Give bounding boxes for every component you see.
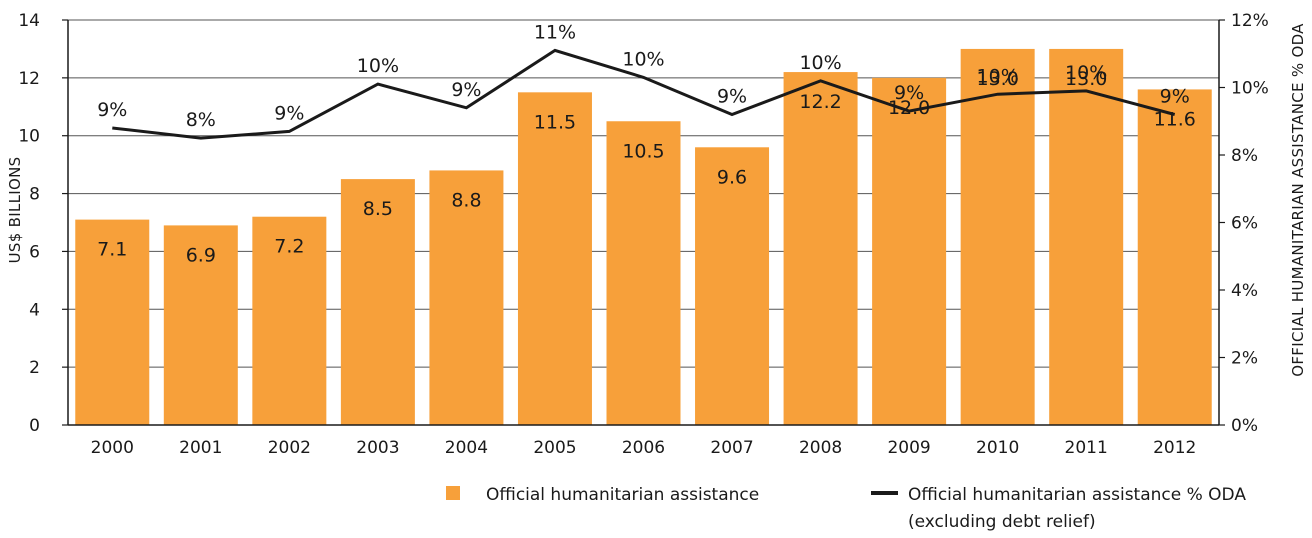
x-tick-label-2003: 2003 bbox=[356, 438, 399, 458]
x-tick-label-2001: 2001 bbox=[179, 438, 222, 458]
y-tick-label-6: 6 bbox=[29, 242, 40, 262]
x-tick-label-2005: 2005 bbox=[533, 438, 576, 458]
bar-label-2007: 9.6 bbox=[717, 166, 747, 188]
line-label-2011: 10% bbox=[1065, 62, 1107, 84]
bar-label-2009: 12.0 bbox=[888, 97, 930, 119]
x-tick-label-2009: 2009 bbox=[887, 438, 930, 458]
line-label-2003: 10% bbox=[357, 55, 399, 77]
y2-tick-label-10%: 10% bbox=[1231, 79, 1269, 99]
y-tick-label-8: 8 bbox=[29, 185, 40, 205]
line-path bbox=[112, 48, 1176, 140]
y2-tick-label-0%: 0% bbox=[1231, 416, 1258, 436]
bar-label-2000: 7.1 bbox=[97, 239, 127, 261]
axes bbox=[62, 19, 1225, 426]
line-label-2004: 9% bbox=[451, 79, 481, 101]
line-series bbox=[112, 48, 1176, 140]
bar-2010 bbox=[960, 48, 1035, 426]
bar-2000 bbox=[75, 219, 150, 425]
line-label-2000: 9% bbox=[97, 99, 127, 121]
y-tick-label-4: 4 bbox=[29, 300, 40, 320]
x-tick-label-2004: 2004 bbox=[445, 438, 488, 458]
line-label-2009: 9% bbox=[894, 82, 924, 104]
bars bbox=[75, 48, 1212, 426]
y-tick-label-12: 12 bbox=[18, 69, 40, 89]
line-label-2007: 9% bbox=[717, 86, 747, 108]
line-label-2006: 10% bbox=[622, 48, 664, 70]
bar-label-2001: 6.9 bbox=[186, 244, 216, 266]
bar-2008 bbox=[783, 72, 858, 426]
x-tick-label-2012: 2012 bbox=[1153, 438, 1196, 458]
bar-label-2012: 11.6 bbox=[1154, 108, 1196, 130]
line-label-2002: 9% bbox=[274, 102, 304, 124]
bar-2004 bbox=[429, 170, 504, 425]
x-tick-label-2010: 2010 bbox=[976, 438, 1019, 458]
y-tick-label-14: 14 bbox=[18, 11, 40, 31]
bar-label-2002: 7.2 bbox=[274, 236, 304, 258]
y2-tick-labels: 0% 2% 4% 6% 8% 10% 12% bbox=[1231, 11, 1269, 436]
y-tick-label-0: 0 bbox=[29, 416, 40, 436]
line-label-2005: 11% bbox=[534, 21, 576, 43]
y-tick-label-2: 2 bbox=[29, 358, 40, 378]
line-label-2001: 8% bbox=[186, 109, 216, 131]
bar-2003 bbox=[340, 179, 415, 425]
bar-2011 bbox=[1049, 48, 1124, 426]
line-label-2008: 10% bbox=[799, 52, 841, 74]
x-tick-label-2000: 2000 bbox=[91, 438, 134, 458]
x-tick-label-2008: 2008 bbox=[799, 438, 842, 458]
bar-2006 bbox=[606, 121, 681, 425]
bar-label-2010: 13.0 bbox=[976, 68, 1018, 90]
bar-label-2006: 10.5 bbox=[622, 140, 664, 162]
bar-label-2004: 8.8 bbox=[451, 189, 481, 211]
y-tick-labels: 0 2 4 6 8 10 12 14 bbox=[18, 11, 40, 436]
y2-tick-label-8%: 8% bbox=[1231, 146, 1258, 166]
bar-2005 bbox=[517, 92, 592, 426]
line-labels: 9% 8% 9% 10% 9% 11% 10% 9% 10% 9% 10% 10% 9% bbox=[97, 21, 1190, 131]
bar-label-2005: 11.5 bbox=[534, 111, 576, 133]
x-tick-labels: 2000 2001 2002 2003 2004 2005 2006 2007 2008 2009… bbox=[91, 438, 1197, 458]
y-tick-label-10: 10 bbox=[18, 127, 40, 147]
bar-2012 bbox=[1137, 89, 1212, 425]
bar-label-2011: 13.0 bbox=[1065, 68, 1107, 90]
y2-tick-label-6%: 6% bbox=[1231, 214, 1258, 234]
x-tick-label-2002: 2002 bbox=[268, 438, 311, 458]
bar-2009 bbox=[872, 77, 947, 425]
bar-labels: 7.1 6.9 7.2 8.5 8.8 11.5 10.5 9.6 12.2 12.0 13.0 13… bbox=[97, 68, 1196, 266]
x-tick-label-2007: 2007 bbox=[710, 438, 753, 458]
x-tick-label-2011: 2011 bbox=[1065, 438, 1108, 458]
bar-2002 bbox=[252, 216, 327, 425]
y2-tick-label-12%: 12% bbox=[1231, 11, 1269, 31]
bar-label-2003: 8.5 bbox=[363, 198, 393, 220]
bar-2007 bbox=[695, 147, 770, 426]
legend: Official humanitarian assistance Officia… bbox=[446, 485, 1246, 532]
x-tick-label-2006: 2006 bbox=[622, 438, 665, 458]
y2-tick-label-4%: 4% bbox=[1231, 281, 1258, 301]
legend-swatch-bar bbox=[446, 486, 460, 500]
y2-tick-label-2%: 2% bbox=[1231, 349, 1258, 369]
line-label-2010: 10% bbox=[977, 65, 1019, 87]
legend-label-line-2: (excluding debt relief) bbox=[908, 512, 1096, 532]
y2-axis-title: OFFICIAL HUMANITARIAN ASSISTANCE % ODA bbox=[1289, 23, 1307, 377]
bar-2001 bbox=[163, 225, 238, 425]
y-axis-title: US$ BILLIONS bbox=[6, 157, 24, 264]
bar-label-2008: 12.2 bbox=[799, 91, 841, 113]
legend-swatch-line bbox=[871, 491, 898, 495]
legend-label-bar: Official humanitarian assistance bbox=[486, 485, 759, 505]
legend-label-line: Official humanitarian assistance % ODA bbox=[908, 485, 1246, 505]
line-label-2012: 9% bbox=[1160, 86, 1190, 108]
